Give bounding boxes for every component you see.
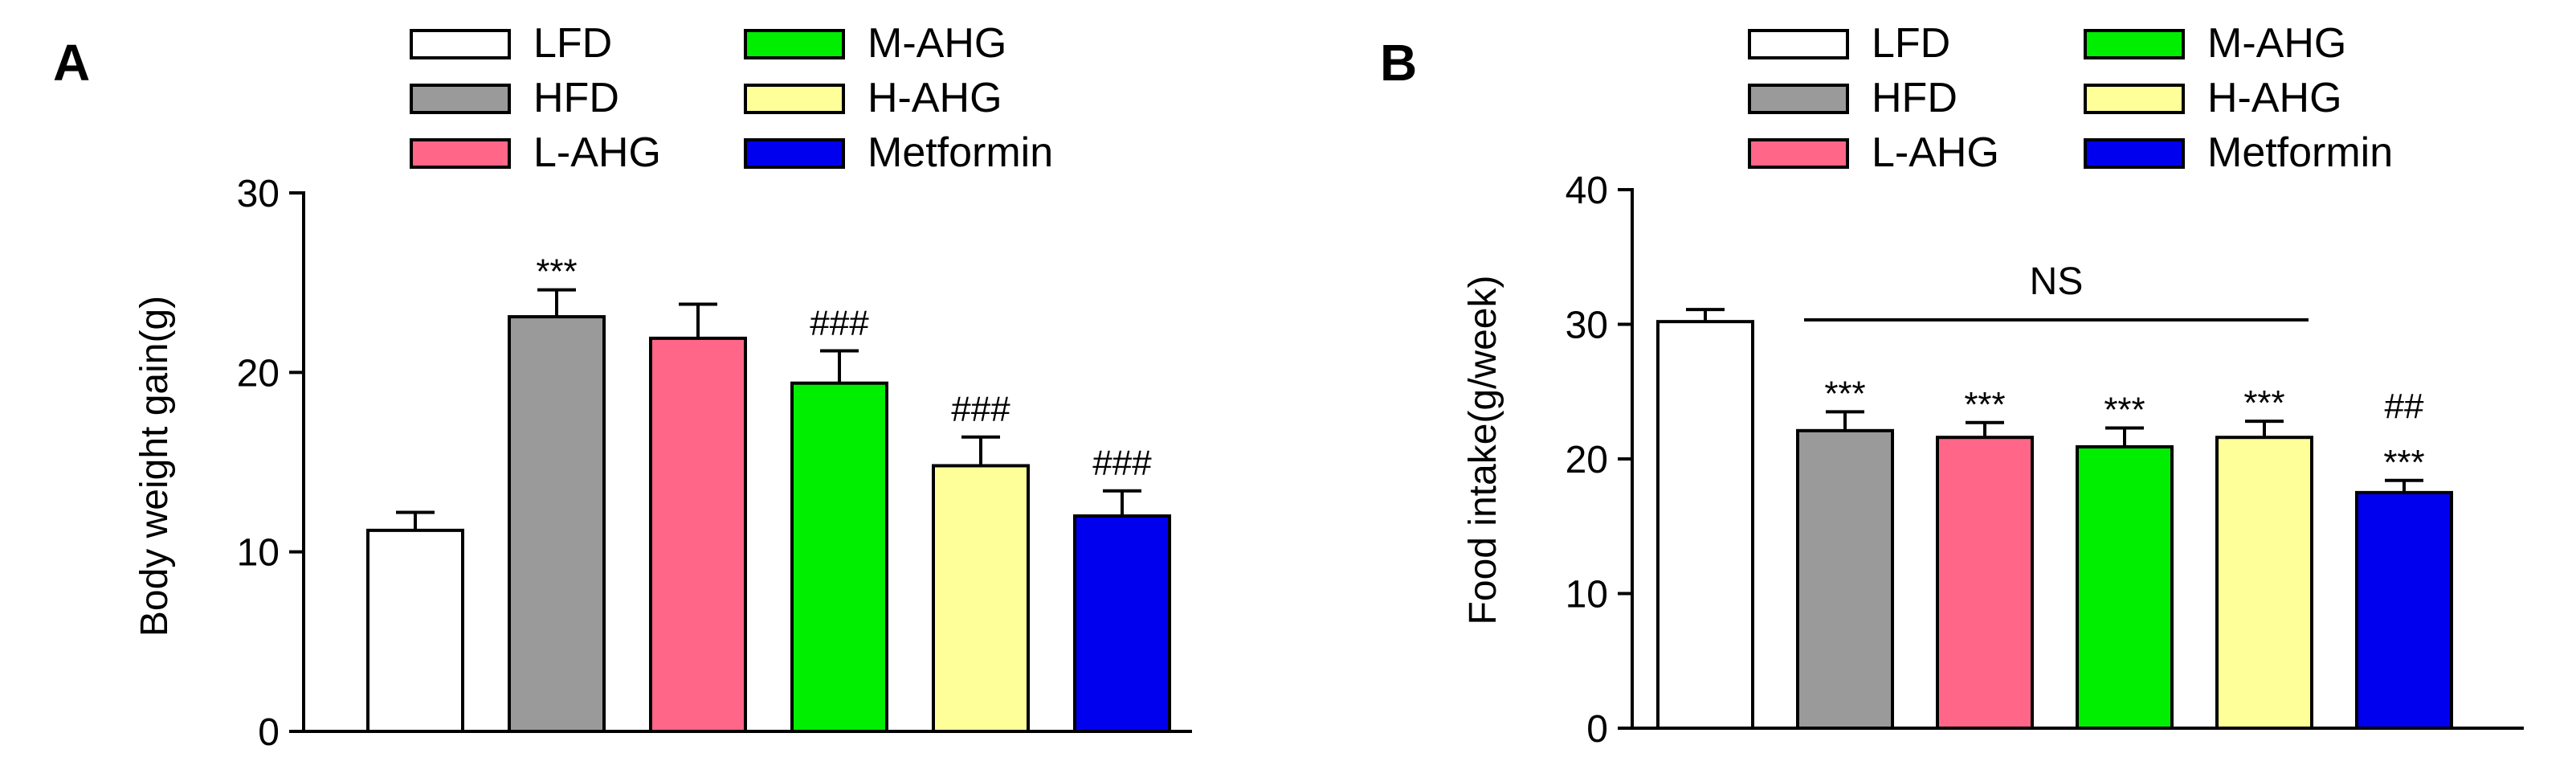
panel-b-significance-label: ***	[1824, 374, 1865, 413]
legend-label-lfd: LFD	[533, 20, 612, 67]
legend-swatch-l-ahg	[410, 138, 511, 169]
panel-b-plot-area: 0 10 20 30 40 *** *** *** *** *** ## NS	[1566, 170, 2524, 751]
panel-b-significance-label: ***	[2383, 443, 2424, 482]
panel-a-plot-area: 0 10 20 30 *** ### ### ###	[237, 173, 1192, 754]
panel-a: A LFD M-AHG HFD H-AHG L-AHG Metformin Body we…	[53, 20, 1192, 754]
legend-label-hfd: HFD	[533, 75, 619, 121]
panel-b-significance-label: ***	[2243, 383, 2284, 423]
panel-a-y-tick-label: 20	[237, 352, 280, 395]
panel-b-y-tick-label: 20	[1566, 439, 1608, 481]
legend-swatch-m-ahg	[744, 29, 845, 59]
panel-b-y-tick-label: 30	[1566, 305, 1608, 347]
panel-a-bar-hfd	[508, 315, 606, 734]
legend-swatch-metformin	[2084, 138, 2185, 169]
legend-a: LFD M-AHG HFD H-AHG L-AHG Metformin	[410, 20, 1053, 176]
panel-a-bar-h-ahg	[932, 464, 1030, 733]
legend-label-l-ahg: L-AHG	[533, 129, 661, 176]
legend-label-m-ahg: M-AHG	[868, 20, 1006, 67]
panel-b-bar-lfd	[1656, 320, 1754, 730]
panel-b-y-tick-label: 40	[1566, 170, 1608, 212]
panel-b-bar-m-ahg	[2076, 444, 2174, 730]
legend-swatch-lfd	[410, 29, 511, 59]
legend-label-l-ahg: L-AHG	[1872, 129, 1999, 176]
panel-b-significance-label: ***	[1964, 385, 2005, 424]
legend-label-metformin: Metformin	[2207, 129, 2393, 176]
panel-a-bar-m-ahg	[790, 381, 888, 733]
panel-a-y-axis-title: Body weight gain(g)	[133, 296, 176, 637]
panel-a-significance-label: ###	[1092, 444, 1152, 483]
panel-b-significance-label: ***	[2104, 390, 2145, 429]
panel-a-letter: A	[53, 34, 90, 92]
legend-label-metformin: Metformin	[868, 129, 1053, 176]
panel-a-bar-l-ahg	[649, 336, 747, 733]
panel-b-y-tick-label: 0	[1586, 708, 1608, 751]
legend-swatch-h-ahg	[744, 84, 845, 114]
panel-a-y-tick-label: 30	[237, 173, 280, 215]
legend-swatch-metformin	[744, 138, 845, 169]
panel-b-ns-bracket-label: NS	[2030, 260, 2084, 303]
panel-b-significance-label: ##	[2385, 387, 2424, 426]
panel-b-bar-metformin	[2355, 490, 2453, 730]
panel-a-significance-label: ###	[810, 304, 869, 343]
panel-b-y-tick-label: 10	[1566, 574, 1608, 616]
legend-swatch-m-ahg	[2084, 29, 2185, 59]
panel-a-y-tick-label: 0	[258, 711, 280, 754]
legend-label-lfd: LFD	[1872, 20, 1950, 67]
legend-label-hfd: HFD	[1872, 75, 1958, 121]
panel-b-y-axis-title: Food intake(g/week)	[1462, 276, 1504, 625]
panel-b-letter: B	[1380, 34, 1417, 92]
legend-label-h-ahg: H-AHG	[2207, 75, 2342, 121]
legend-b: LFD M-AHG HFD H-AHG L-AHG Metformin	[1748, 20, 2393, 176]
panel-a-y-tick-label: 10	[237, 532, 280, 575]
panel-b-bar-h-ahg	[2215, 436, 2313, 730]
legend-swatch-lfd	[1748, 29, 1849, 59]
legend-swatch-l-ahg	[1748, 138, 1849, 169]
legend-swatch-hfd	[410, 84, 511, 114]
legend-label-m-ahg: M-AHG	[2207, 20, 2346, 67]
panel-b-bar-hfd	[1796, 428, 1894, 730]
legend-label-h-ahg: H-AHG	[868, 75, 1002, 121]
panel-a-bar-lfd	[366, 528, 464, 733]
panel-b-bar-l-ahg	[1936, 436, 2034, 730]
panel-a-bar-metformin	[1073, 514, 1171, 733]
legend-swatch-hfd	[1748, 84, 1849, 114]
panel-a-significance-label: ###	[951, 390, 1010, 429]
panel-b: B LFD M-AHG HFD H-AHG L-AHG Metformin Food in…	[1380, 20, 2524, 751]
legend-swatch-h-ahg	[2084, 84, 2185, 114]
panel-a-significance-label: ***	[536, 252, 577, 292]
